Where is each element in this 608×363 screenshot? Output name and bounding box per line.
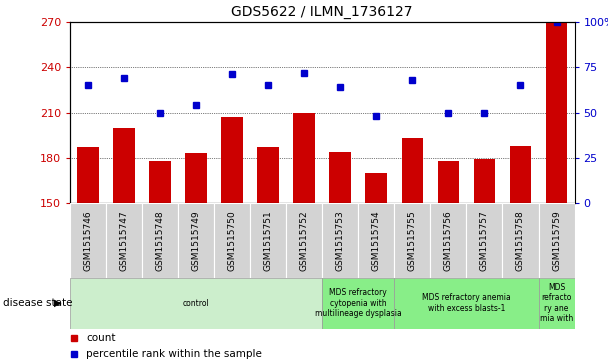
Bar bbox=[294, 113, 315, 203]
Bar bbox=[322, 278, 395, 329]
Text: GSM1515759: GSM1515759 bbox=[552, 210, 561, 271]
Bar bbox=[70, 278, 322, 329]
Title: GDS5622 / ILMN_1736127: GDS5622 / ILMN_1736127 bbox=[232, 5, 413, 19]
Bar bbox=[322, 203, 358, 278]
Bar bbox=[185, 153, 207, 203]
Bar bbox=[401, 138, 423, 203]
Bar bbox=[149, 161, 171, 203]
Text: GSM1515750: GSM1515750 bbox=[227, 210, 237, 271]
Bar bbox=[438, 161, 459, 203]
Bar bbox=[257, 147, 279, 203]
Bar bbox=[539, 203, 575, 278]
Bar bbox=[113, 128, 135, 203]
Bar bbox=[178, 203, 214, 278]
Text: control: control bbox=[183, 299, 209, 307]
Text: GSM1515755: GSM1515755 bbox=[408, 210, 417, 271]
Bar bbox=[395, 203, 430, 278]
Text: GSM1515749: GSM1515749 bbox=[192, 210, 201, 271]
Bar bbox=[430, 203, 466, 278]
Text: MDS
refracto
ry ane
mia with: MDS refracto ry ane mia with bbox=[540, 283, 573, 323]
Bar bbox=[466, 203, 502, 278]
Bar bbox=[70, 203, 106, 278]
Text: GSM1515758: GSM1515758 bbox=[516, 210, 525, 271]
Bar bbox=[106, 203, 142, 278]
Text: GSM1515748: GSM1515748 bbox=[156, 210, 165, 271]
Text: GSM1515746: GSM1515746 bbox=[83, 210, 92, 271]
Bar bbox=[502, 203, 539, 278]
Text: GSM1515757: GSM1515757 bbox=[480, 210, 489, 271]
Bar bbox=[142, 203, 178, 278]
Bar bbox=[250, 203, 286, 278]
Bar bbox=[214, 203, 250, 278]
Text: GSM1515754: GSM1515754 bbox=[372, 210, 381, 271]
Bar bbox=[365, 173, 387, 203]
Text: percentile rank within the sample: percentile rank within the sample bbox=[86, 349, 262, 359]
Text: ▶: ▶ bbox=[54, 298, 61, 308]
Text: GSM1515753: GSM1515753 bbox=[336, 210, 345, 271]
Text: GSM1515752: GSM1515752 bbox=[300, 210, 309, 271]
Text: count: count bbox=[86, 333, 116, 343]
Bar bbox=[221, 117, 243, 203]
Bar bbox=[358, 203, 395, 278]
Text: GSM1515751: GSM1515751 bbox=[264, 210, 272, 271]
Text: GSM1515756: GSM1515756 bbox=[444, 210, 453, 271]
Bar bbox=[286, 203, 322, 278]
Bar bbox=[539, 278, 575, 329]
Text: disease state: disease state bbox=[3, 298, 72, 308]
Bar bbox=[77, 147, 98, 203]
Text: MDS refractory anemia
with excess blasts-1: MDS refractory anemia with excess blasts… bbox=[422, 293, 511, 313]
Bar bbox=[395, 278, 539, 329]
Text: MDS refractory
cytopenia with
multilineage dysplasia: MDS refractory cytopenia with multilinea… bbox=[315, 288, 402, 318]
Bar bbox=[474, 159, 496, 203]
Text: GSM1515747: GSM1515747 bbox=[120, 210, 128, 271]
Bar bbox=[546, 22, 567, 203]
Bar bbox=[330, 152, 351, 203]
Bar bbox=[510, 146, 531, 203]
